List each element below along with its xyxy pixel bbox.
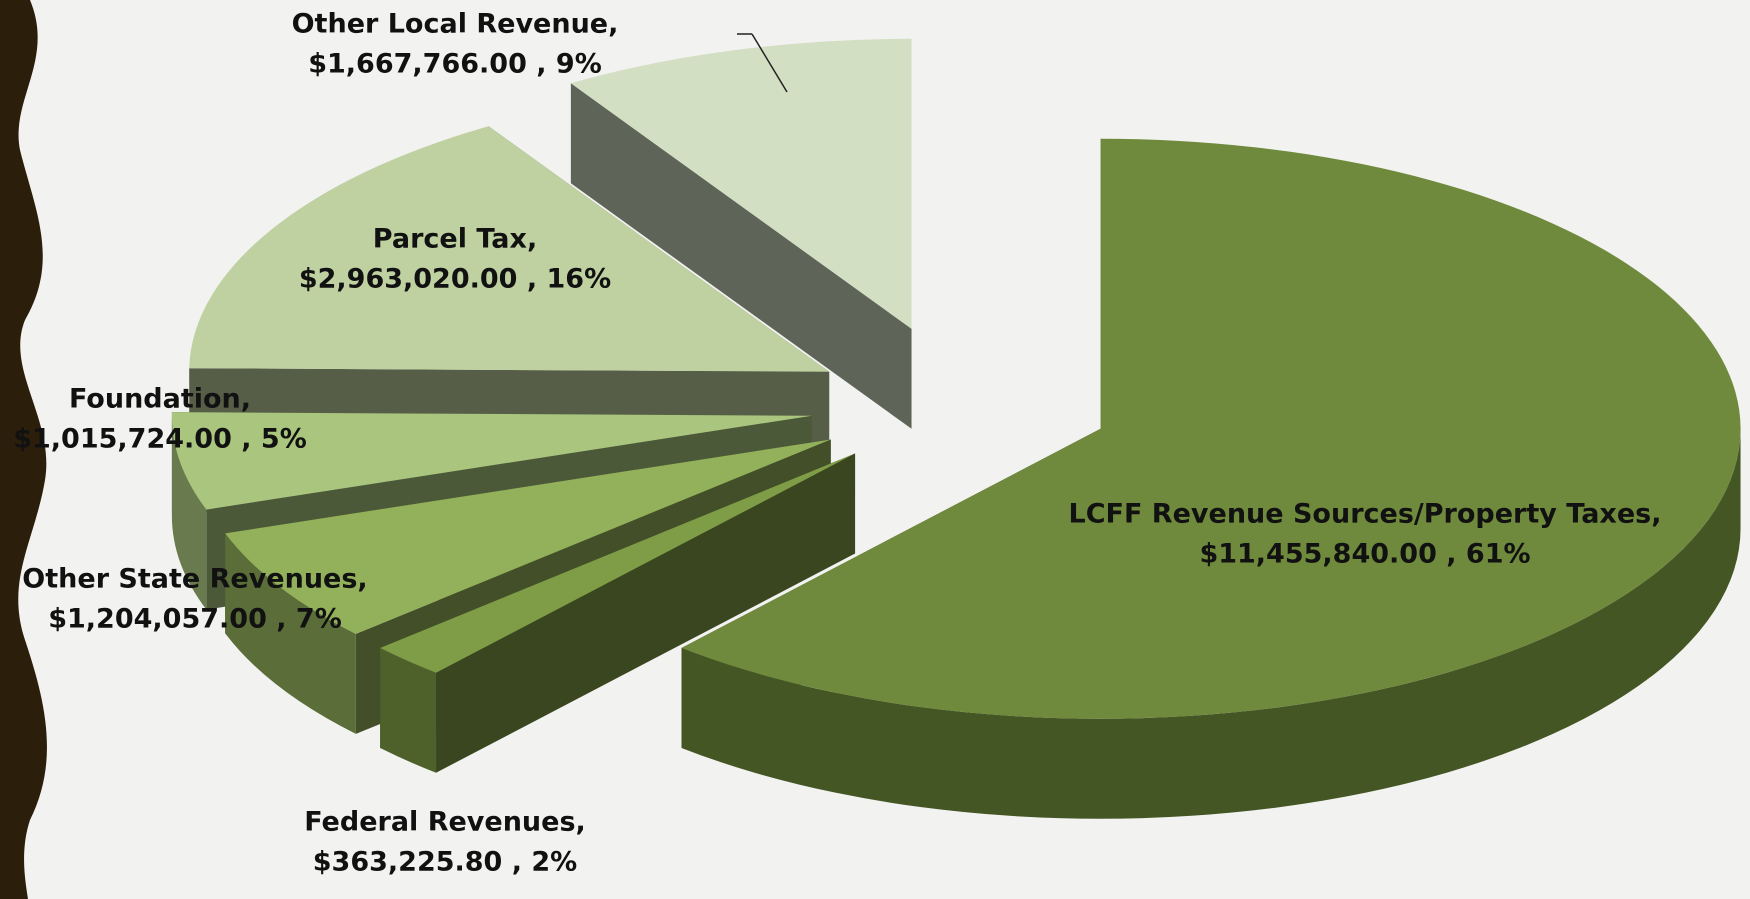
slice-value-label: $1,015,724.00 , 5%: [13, 424, 307, 455]
slice: [225, 439, 831, 634]
slice: [380, 453, 856, 673]
slice: [171, 412, 812, 510]
slice-category-label: Federal Revenues,: [304, 807, 586, 838]
slice: [570, 38, 912, 329]
slice: [681, 138, 1741, 719]
pie: [171, 38, 1741, 819]
leader-line: [751, 33, 788, 93]
slice-side: [681, 428, 1741, 819]
slice-value-label: $1,667,766.00 , 9%: [308, 49, 602, 80]
slice-category-label: Other Local Revenue,: [292, 9, 619, 40]
slice-category-label: Parcel Tax,: [373, 224, 537, 255]
slice-value-label: $2,963,020.00 , 16%: [299, 264, 611, 295]
slice-side: [225, 533, 356, 734]
slice-category-label: Foundation,: [69, 384, 251, 415]
slice-side: [171, 415, 207, 610]
slice-side: [380, 647, 437, 773]
slice-cut: [570, 83, 912, 429]
slice: [189, 126, 830, 372]
slice-value-label: $1,204,057.00 , 7%: [48, 604, 342, 635]
decor-band: [0, 0, 47, 899]
slice-cut: [380, 453, 856, 748]
slice-category-label: Other State Revenues,: [22, 564, 367, 595]
labels: LCFF Revenue Sources/Property Taxes, $11,…: [13, 9, 1661, 878]
slice-value-label: $363,225.80 , 2%: [313, 847, 578, 878]
slice-value-label: $11,455,840.00 , 61%: [1199, 539, 1530, 570]
slice-category-label: LCFF Revenue Sources/Property Taxes,: [1069, 499, 1662, 530]
